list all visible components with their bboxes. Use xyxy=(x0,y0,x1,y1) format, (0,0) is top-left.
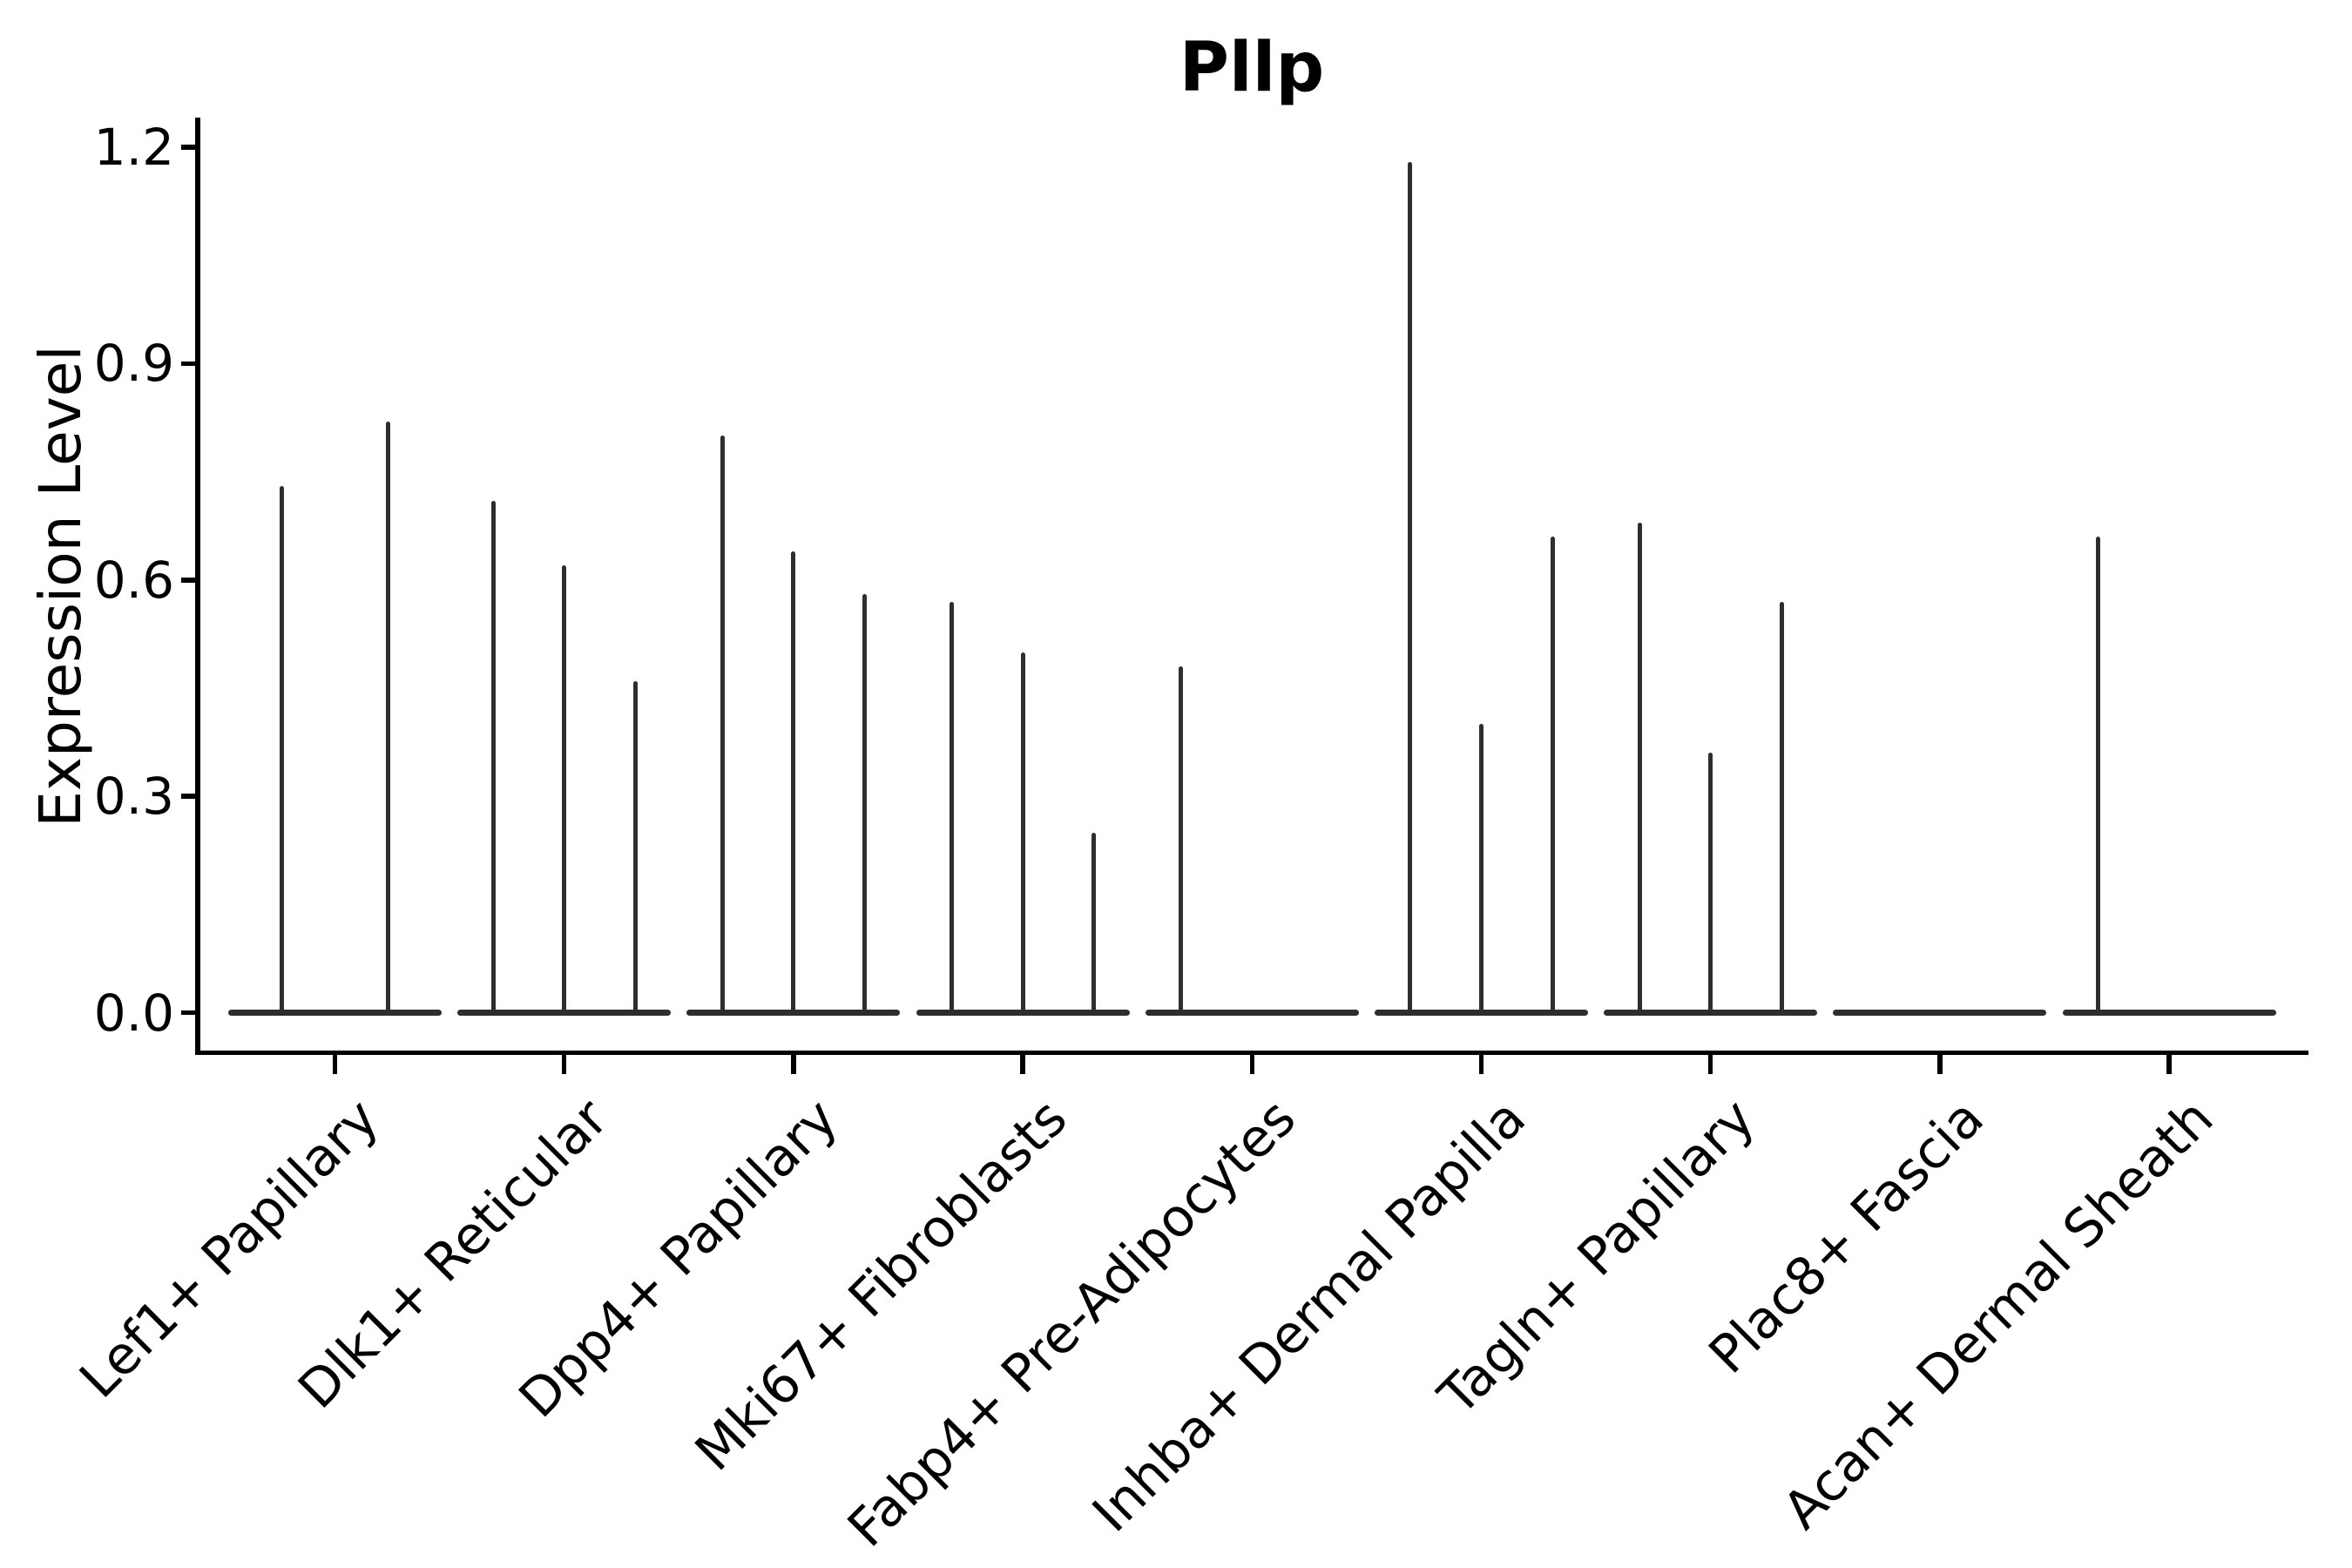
x-axis-spine xyxy=(195,1050,2308,1055)
violin-spike xyxy=(949,601,954,1016)
violin-spike xyxy=(791,551,796,1016)
violin-spike xyxy=(1408,161,1413,1016)
violin-spike xyxy=(1637,522,1642,1016)
y-tick-label: 0.3 xyxy=(93,767,174,827)
violin-spike xyxy=(1092,832,1097,1016)
y-tick-mark xyxy=(181,578,195,583)
violin-baseline xyxy=(228,1009,442,1016)
y-tick-mark xyxy=(181,794,195,799)
x-tick-mark xyxy=(1020,1055,1025,1074)
y-axis-spine xyxy=(195,118,200,1055)
violin-spike xyxy=(1179,666,1184,1016)
violin-spike xyxy=(1479,724,1484,1016)
violin-baseline xyxy=(1833,1009,2047,1016)
x-tick-label: Mki67+ Fibroblasts xyxy=(683,1087,1079,1484)
violin-spike xyxy=(1020,652,1025,1016)
x-tick-label: Fabp4+ Pre-Adipocytes xyxy=(836,1087,1308,1559)
x-tick-mark xyxy=(2166,1055,2172,1074)
x-tick-mark xyxy=(791,1055,796,1074)
y-tick-mark xyxy=(181,1010,195,1016)
violin-spike xyxy=(632,680,638,1016)
violin-baseline xyxy=(1145,1009,1359,1016)
violin-spike xyxy=(1779,601,1784,1016)
x-tick-label: Inhba+ Dermal Papilla xyxy=(1080,1087,1538,1544)
y-tick-label: 0.0 xyxy=(93,983,174,1043)
x-tick-mark xyxy=(1478,1055,1484,1074)
violin-spike xyxy=(562,565,567,1016)
violin-spike xyxy=(490,500,496,1016)
violin-spike xyxy=(1550,537,1555,1016)
violin-baseline xyxy=(2062,1009,2276,1016)
y-tick-label: 0.6 xyxy=(93,550,174,610)
violin-spike xyxy=(862,594,868,1016)
x-tick-mark xyxy=(1707,1055,1713,1074)
violin-spike xyxy=(720,436,725,1016)
x-tick-mark xyxy=(561,1055,567,1074)
violin-spike xyxy=(386,421,391,1016)
y-tick-mark xyxy=(181,361,195,367)
x-tick-mark xyxy=(1249,1055,1255,1074)
chart-title: Pllp xyxy=(1179,29,1325,107)
violin-spike xyxy=(2095,537,2100,1016)
x-tick-label: Acan+ Dermal Sheath xyxy=(1771,1087,2226,1542)
violin-spike xyxy=(279,486,284,1016)
violin-spike xyxy=(1708,753,1713,1016)
y-tick-label: 0.9 xyxy=(93,334,174,394)
x-tick-mark xyxy=(1937,1055,1943,1074)
x-tick-mark xyxy=(332,1055,338,1074)
y-tick-mark xyxy=(181,145,195,150)
y-tick-label: 1.2 xyxy=(93,118,174,178)
